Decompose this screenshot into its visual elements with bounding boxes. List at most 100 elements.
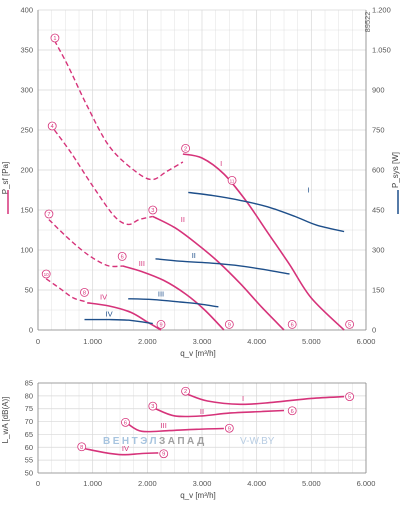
operating-point-marker — [80, 287, 89, 297]
operating-point-marker — [47, 121, 57, 131]
bottom-markers: 2 5 3 6 6 9 8 9 — [77, 386, 355, 459]
sound-series-label: II — [200, 407, 204, 416]
top-y-tick-label: 0 — [29, 326, 33, 335]
sound-operating-point-label: 5 — [348, 395, 351, 401]
operating-point-marker — [148, 205, 158, 215]
series-label: IV — [106, 309, 113, 318]
pressure-curve-IV — [87, 302, 162, 331]
bottom-y-tick-label: 50 — [25, 469, 33, 478]
bottom-y-tick-label: 80 — [25, 391, 33, 400]
operating-point-label: 6 — [121, 254, 124, 260]
operating-point-label: 5 — [348, 322, 351, 328]
bottom-ticks: 0 1.000 2.000 3.000 4.000 5.000 6.000505560657… — [25, 379, 376, 489]
operating-point-marker — [44, 209, 54, 219]
sound-series-label: IV — [122, 444, 129, 453]
series-label: II — [192, 251, 196, 260]
y-axis-label-pressure: P_sf [Pa] — [1, 162, 10, 194]
sound-operating-point-marker — [181, 386, 191, 396]
power-curve-III — [128, 298, 219, 308]
bottom-x-tick-label: 5.000 — [302, 479, 321, 488]
top-y-tick-label: 350 — [20, 46, 33, 55]
pressure-curve-dashed-III — [48, 219, 123, 268]
pressure-curve-dashed-IV — [45, 278, 88, 303]
top-y2-tick-label: 450 — [372, 206, 385, 215]
operating-point-marker — [117, 251, 127, 261]
sound-operating-point-marker — [148, 401, 158, 411]
watermark: ВЕНТЭЛЗАПАД — [103, 436, 207, 447]
operating-point-marker — [224, 319, 234, 329]
bottom-x-tick-label: 2.000 — [138, 479, 157, 488]
top-y-tick-label: 150 — [20, 206, 33, 215]
sound-curve-IV — [84, 447, 159, 456]
sound-curve-I — [188, 393, 345, 406]
operating-point-marker — [345, 319, 355, 329]
operating-point-label: 4 — [51, 124, 54, 130]
sound-operating-point-marker — [77, 442, 87, 452]
bottom-x-tick-label: 0 — [36, 479, 40, 488]
operating-point-label: 2 — [184, 146, 187, 152]
top-x-tick-label: 6.000 — [357, 337, 376, 346]
bottom-y-tick-label: 70 — [25, 417, 33, 426]
operating-point-label: 9 — [228, 322, 231, 328]
pressure-curve-I — [182, 153, 345, 331]
bottom-y-tick-label: 65 — [25, 430, 33, 439]
bottom-y-tick-label: 85 — [25, 379, 33, 388]
top-grid — [37, 9, 367, 331]
top-y-tick-label: 400 — [20, 6, 33, 15]
operating-point-marker — [181, 143, 191, 153]
watermark-url: V-W.BY — [240, 436, 275, 447]
pressure-curve-II — [152, 215, 285, 331]
power-curve-II — [155, 258, 290, 275]
y2-axis-label-power: P_sys [W] — [391, 152, 400, 188]
operating-point-marker — [41, 269, 51, 279]
top-y2-tick-label: 1.200 — [372, 6, 391, 15]
top-y-tick-label: 300 — [20, 86, 33, 95]
sound-operating-point-marker — [159, 449, 169, 459]
series-label: III — [139, 259, 145, 268]
sound-series-label: III — [161, 421, 167, 430]
sound-curve-III — [127, 423, 224, 433]
series-label: I — [220, 159, 222, 168]
power-curve-I — [188, 191, 345, 233]
operating-point-label: 3 — [151, 208, 154, 214]
operating-point-label: 7 — [47, 212, 50, 218]
sound-operating-point-marker — [287, 406, 297, 416]
power-curve-IV — [84, 318, 153, 325]
sound-curve-II — [155, 407, 285, 418]
sound-operating-point-marker — [345, 392, 355, 402]
pressure-curve-dashed-I — [53, 40, 184, 181]
sound-operating-point-label: 2 — [184, 389, 187, 395]
bottom-x-tick-label: 1.000 — [83, 479, 102, 488]
bottom-x-tick-label: 6.000 — [357, 479, 376, 488]
top-x-tick-label: 0 — [36, 337, 40, 346]
top-y2-tick-label: 0 — [372, 326, 376, 335]
sound-operating-point-label: 8 — [80, 445, 83, 451]
top-x-axis-label: q_v [m³/h] — [180, 349, 216, 358]
operating-point-label: 9 — [159, 322, 162, 328]
operating-point-label: 8 — [83, 290, 86, 296]
series-label: IV — [100, 293, 107, 302]
bottom-y-tick-label: 60 — [25, 443, 33, 452]
operating-point-marker — [227, 175, 237, 185]
pressure-curve-III — [122, 265, 225, 331]
watermark-part2: ЗАПАД — [159, 436, 207, 447]
operating-point-marker — [287, 319, 297, 329]
top-y-tick-label: 100 — [20, 246, 33, 255]
top-y-tick-label: 250 — [20, 126, 33, 135]
y-axis-label-sound: L_wA [dB(A)] — [1, 397, 10, 444]
sound-operating-point-label: 9 — [162, 452, 165, 458]
operating-point-marker — [156, 319, 166, 329]
pressure-curve-dashed-II — [53, 129, 153, 226]
sound-operating-point-label: 6 — [124, 420, 127, 426]
top-x-tick-label: 2.000 — [138, 337, 157, 346]
top-x-tick-label: 5.000 — [302, 337, 321, 346]
series-label: III — [158, 289, 164, 298]
top-y-tick-label: 50 — [25, 286, 33, 295]
sound-operating-point-marker — [121, 417, 130, 427]
sound-operating-point-label: 3 — [151, 404, 154, 410]
